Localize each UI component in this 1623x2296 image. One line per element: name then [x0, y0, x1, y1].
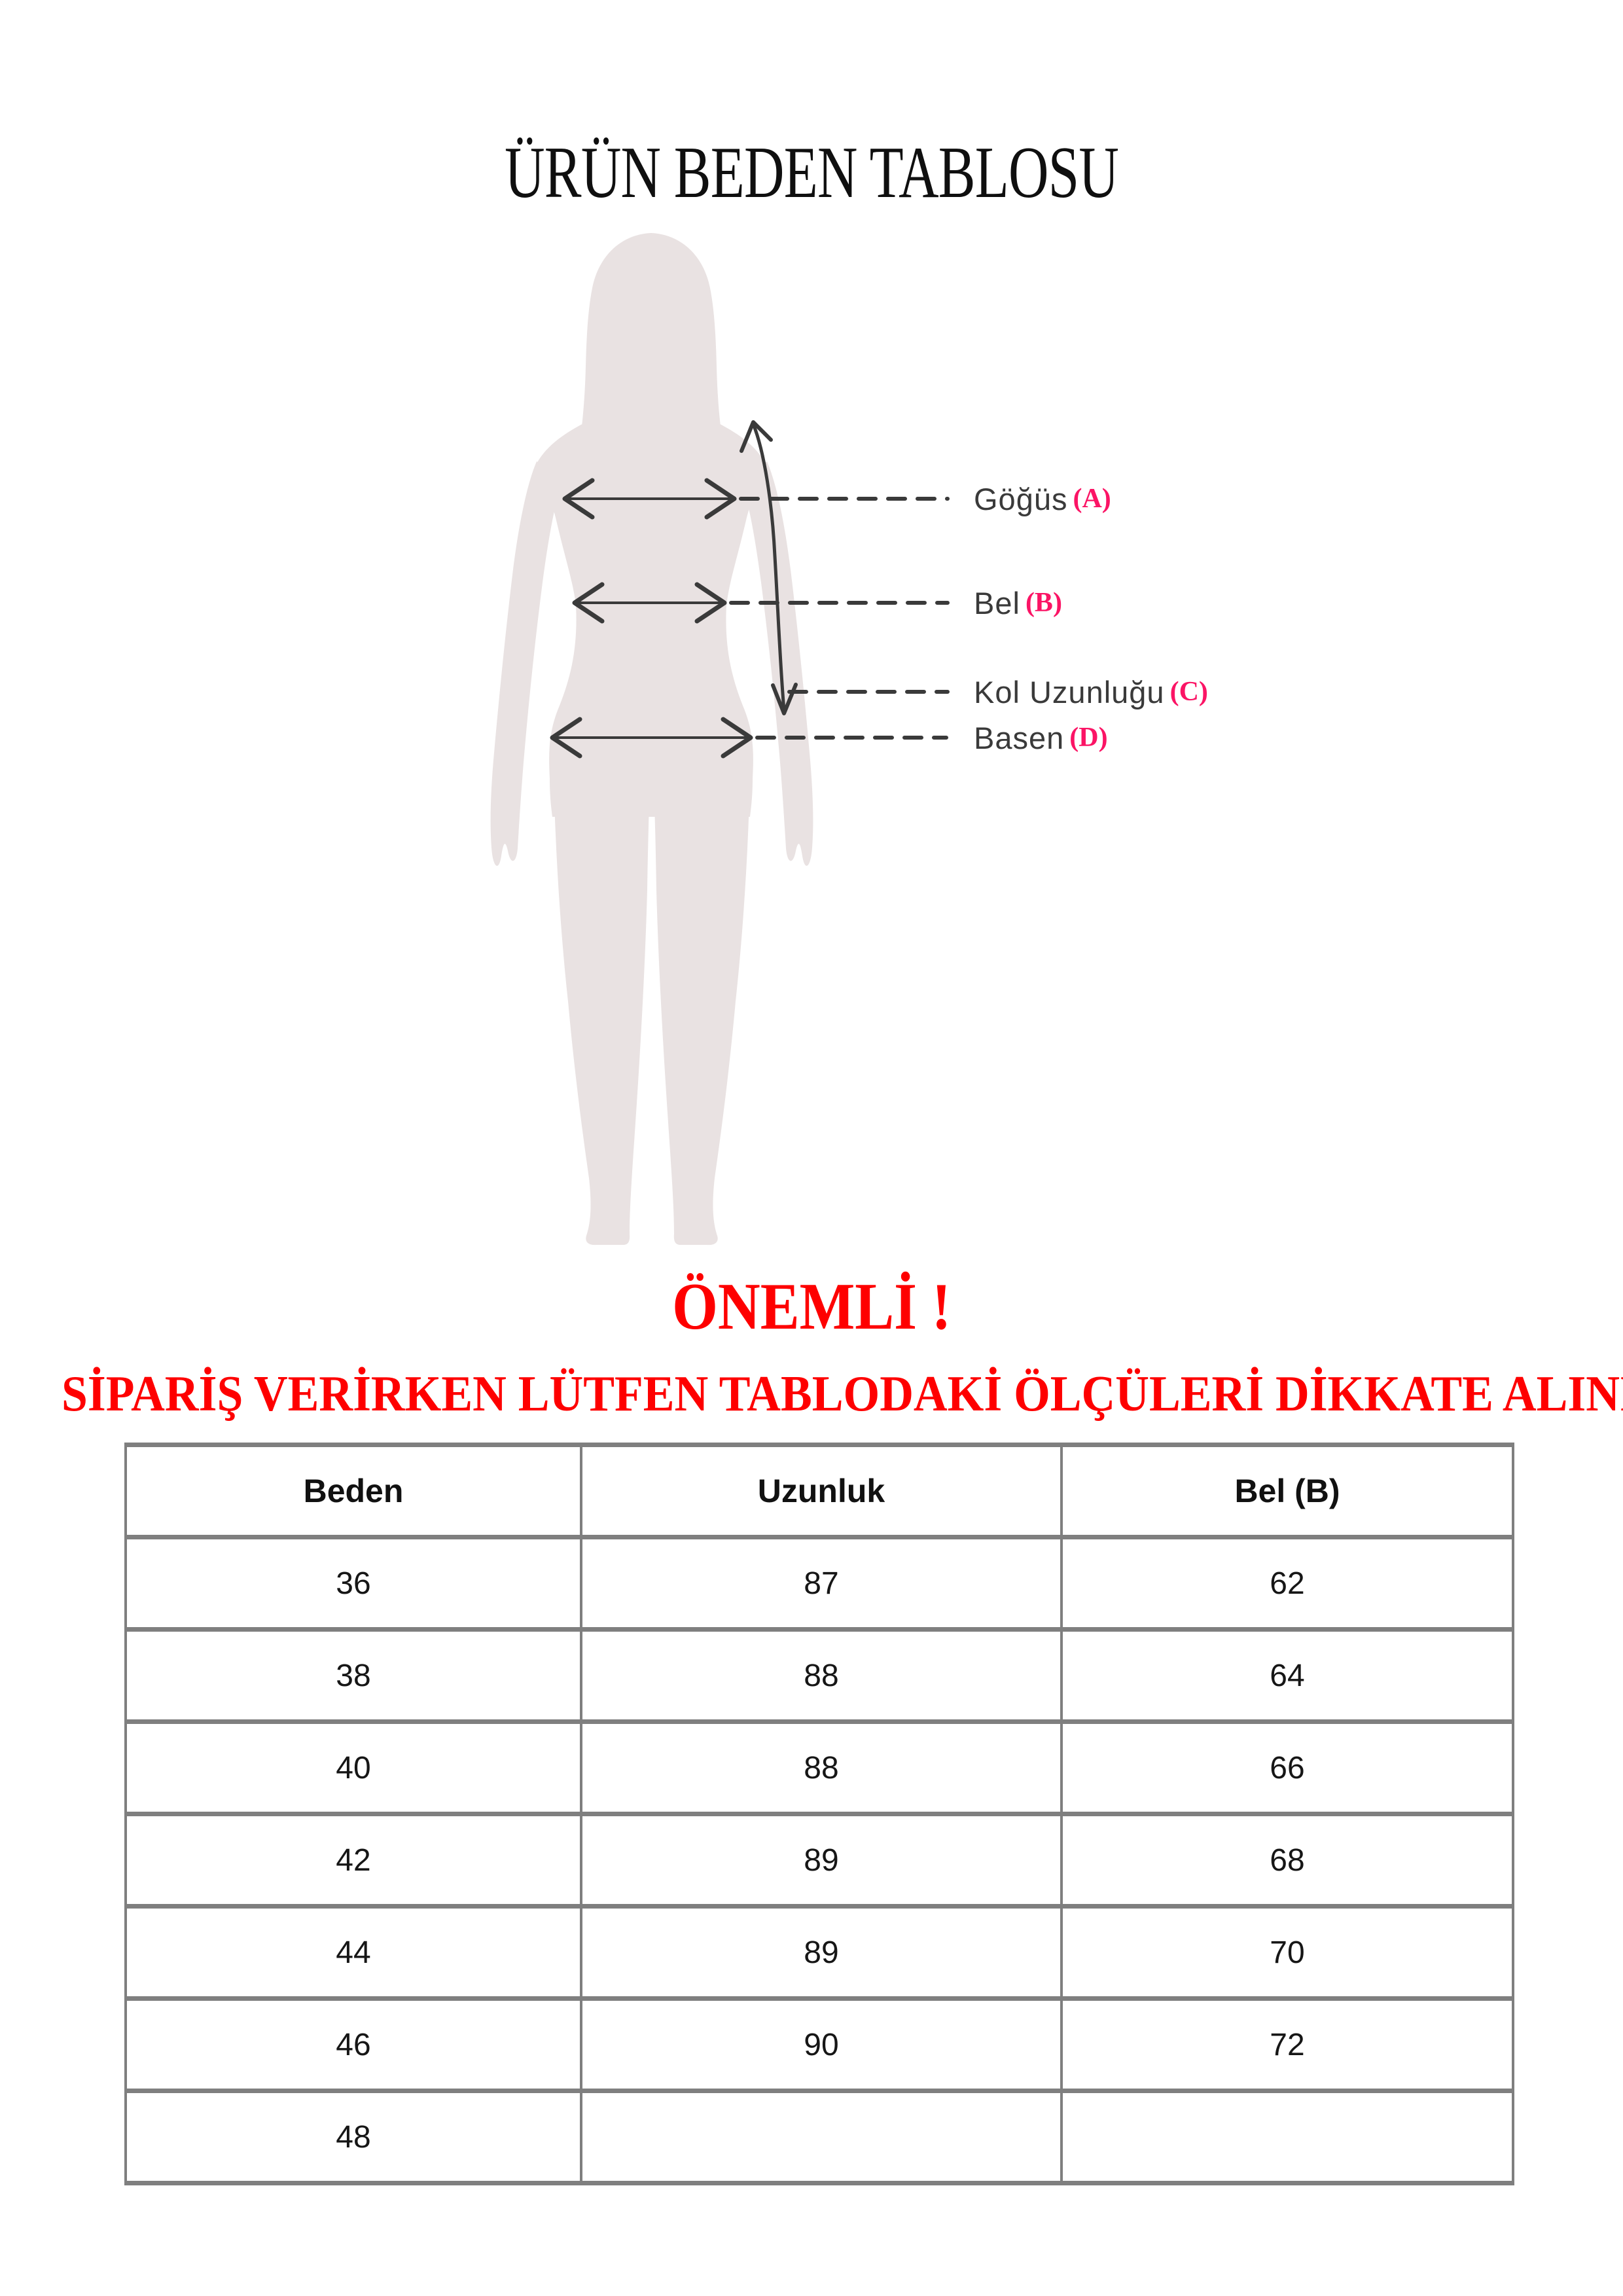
cell-uzunluk: 89: [580, 1904, 1063, 2001]
label-basen-text: Basen: [974, 720, 1065, 755]
table-row: 44 89 70: [124, 1904, 1514, 2001]
hip-arrowhead-right: [721, 717, 753, 759]
cell-beden: 36: [124, 1535, 582, 1632]
table-row: 42 89 68: [124, 1812, 1514, 1909]
label-basen-code: (D): [1069, 723, 1108, 753]
cell-bel: 72: [1060, 1996, 1514, 2093]
label-kol-uzunlugu-code: (C): [1169, 677, 1208, 707]
measurement-arrows: [550, 420, 950, 759]
hip-arrowhead-left: [550, 717, 582, 759]
arm-length-arrowhead-top: [740, 420, 773, 453]
silhouette-torso: [535, 409, 767, 817]
label-basen: Basen (D): [974, 715, 1108, 760]
silhouette-left-arm: [490, 461, 559, 866]
col-header-beden: Beden: [124, 1443, 582, 1539]
label-kol-uzunlugu-text: Kol Uzunluğu: [974, 674, 1165, 709]
label-bel-text: Bel: [974, 585, 1020, 620]
order-warning-text: SİPARİŞ VERİRKEN LÜTFEN TABLODAKİ ÖLÇÜLE…: [62, 1365, 1623, 1422]
order-warning: SİPARİŞ VERİRKEN LÜTFEN TABLODAKİ ÖLÇÜLE…: [0, 1365, 1623, 1423]
silhouette-right-arm: [745, 461, 813, 866]
chest-arrowhead-right: [704, 478, 737, 520]
label-kol-uzunlugu: Kol Uzunluğu (C): [974, 670, 1208, 714]
waist-arrowhead-right: [694, 582, 727, 624]
cell-beden: 42: [124, 1812, 582, 1909]
cell-uzunluk: 88: [580, 1627, 1063, 1724]
silhouette-right-leg: [654, 772, 750, 1246]
cell-uzunluk: 88: [580, 1719, 1063, 1816]
size-table-header-row: Beden Uzunluk Bel (B): [124, 1443, 1514, 1539]
table-row: 40 88 66: [124, 1719, 1514, 1816]
cell-bel: [1060, 2089, 1514, 2185]
cell-bel: 66: [1060, 1719, 1514, 1816]
cell-beden: 46: [124, 1996, 582, 2093]
size-table: Beden Uzunluk Bel (B) 36 87 62 38 88 64 …: [124, 1443, 1514, 2185]
table-row: 36 87 62: [124, 1535, 1514, 1632]
cell-beden: 48: [124, 2089, 582, 2185]
body-measurement-diagram: [490, 233, 950, 1246]
cell-beden: 38: [124, 1627, 582, 1724]
cell-bel: 68: [1060, 1812, 1514, 1909]
cell-beden: 44: [124, 1904, 582, 2001]
table-row: 46 90 72: [124, 1996, 1514, 2093]
cell-bel: 70: [1060, 1904, 1514, 2001]
cell-bel: 64: [1060, 1627, 1514, 1724]
cell-uzunluk: 89: [580, 1812, 1063, 1909]
label-gogus: Göğüs (A): [974, 476, 1111, 521]
silhouette-left-leg: [554, 772, 650, 1246]
chest-arrowhead-left: [562, 478, 595, 520]
col-header-uzunluk: Uzunluk: [580, 1443, 1063, 1539]
cell-uzunluk: 87: [580, 1535, 1063, 1632]
arm-length-arrowhead-bottom: [771, 683, 798, 715]
arm-length-curve: [751, 422, 786, 712]
page-title: ÜRÜN BEDEN TABLOSU: [0, 131, 1623, 215]
waist-arrowhead-left: [572, 582, 605, 624]
label-gogus-code: (A): [1073, 484, 1111, 514]
page-title-text: ÜRÜN BEDEN TABLOSU: [505, 132, 1119, 213]
col-header-bel: Bel (B): [1060, 1443, 1514, 1539]
female-silhouette: [490, 233, 813, 1246]
table-row: 48: [124, 2089, 1514, 2185]
important-heading-text: ÖNEMLİ !: [671, 1270, 952, 1344]
cell-bel: 62: [1060, 1535, 1514, 1632]
important-heading: ÖNEMLİ !: [0, 1268, 1623, 1345]
cell-beden: 40: [124, 1719, 582, 1816]
cell-uzunluk: [580, 2089, 1063, 2185]
cell-uzunluk: 90: [580, 1996, 1063, 2093]
label-bel-code: (B): [1025, 588, 1062, 618]
table-row: 38 88 64: [124, 1627, 1514, 1724]
label-gogus-text: Göğüs: [974, 481, 1068, 516]
label-bel: Bel (B): [974, 581, 1062, 625]
